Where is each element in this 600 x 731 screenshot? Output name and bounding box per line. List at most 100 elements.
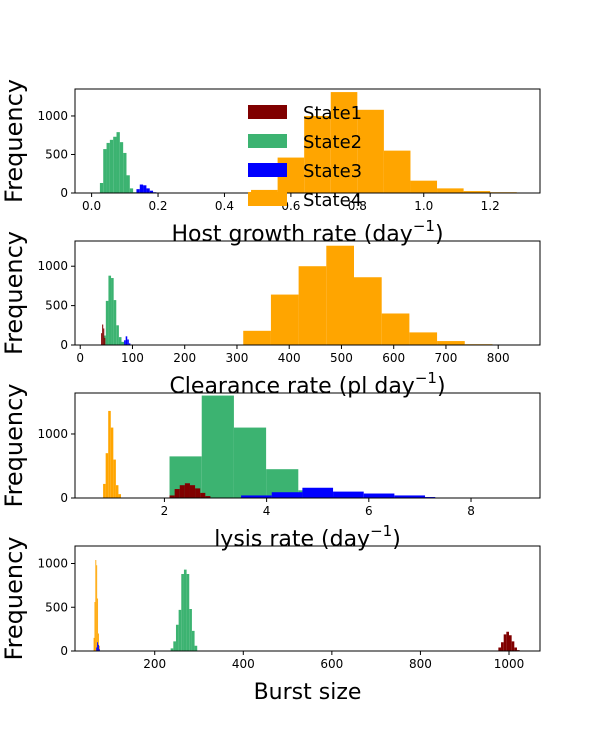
x-tick-label: 4 [263, 504, 271, 518]
bar-state2-4 [178, 609, 182, 651]
x-tick-label: 600 [320, 657, 343, 671]
bar-state4-3 [108, 410, 111, 498]
x-axis-label: Clearance rate (pl day−1) [169, 369, 445, 399]
histogram-panel-4: 200 400 600 800 1000 0 500 1000 Frequency Burst s… [0, 537, 541, 705]
axes-frame [74, 88, 541, 194]
y-tick-label: 0 [60, 186, 68, 200]
y-tick-label: 500 [45, 147, 68, 161]
bar-state3-5 [149, 190, 154, 193]
bar-state2-4 [109, 139, 114, 193]
y-axis-label: Frequency [0, 79, 28, 203]
y-tick-label: 0 [60, 491, 68, 505]
bar-state1-4 [104, 337, 106, 345]
bar-state3-2 [97, 642, 99, 651]
bar-state4-7 [98, 645, 100, 651]
x-tick-label: 0.2 [148, 199, 167, 213]
legend-swatch-state1 [248, 105, 287, 119]
bar-state2-5 [113, 136, 117, 193]
bar-state2-1 [170, 648, 174, 651]
x-tick-label: 8 [467, 504, 475, 518]
y-axis-label: Frequency [0, 537, 28, 661]
bar-state2-3 [106, 142, 110, 193]
bar-state4-8 [437, 341, 465, 345]
bar-state1-8 [205, 496, 211, 498]
legend-swatch-state3 [248, 163, 287, 177]
y-tick-label: 1000 [37, 557, 68, 571]
x-tick-label: 2 [161, 504, 169, 518]
bar-state1-4 [184, 483, 190, 498]
y-tick-label: 0 [60, 644, 68, 658]
bar-state4-4 [96, 565, 98, 651]
bar-state4-6 [115, 485, 119, 498]
bar-state1-1 [498, 647, 502, 651]
bar-state3-3 [127, 339, 129, 345]
bar-state3-1 [136, 189, 140, 193]
x-axis-label: Host growth rate (day−1) [171, 217, 443, 247]
bar-state3-3 [143, 185, 147, 193]
bar-state4-2 [94, 602, 96, 651]
histogram-panel-2: 0 100 200 300 400 500 600 700 800 0 500 1000 Frequen… [0, 231, 541, 399]
bar-state2-3 [233, 427, 267, 498]
bar-state4-6 [383, 150, 411, 193]
bar-state2-2 [103, 149, 107, 193]
bar-state3-3 [98, 644, 99, 651]
y-axis-label: Frequency [0, 384, 28, 508]
bar-state1-3 [179, 485, 185, 498]
x-tick-label: 0.8 [348, 199, 367, 213]
x-tick-label: 800 [487, 351, 510, 365]
legend-label-state3: State3 [303, 161, 362, 182]
legend-label-state4: State4 [303, 190, 362, 211]
bar-state1-3 [503, 634, 507, 651]
bar-state2-2 [105, 300, 109, 345]
bar-state1-1 [101, 333, 103, 345]
bar-state4-4 [330, 92, 358, 193]
x-axis-label: lysis rate (day−1) [214, 522, 401, 552]
bars [93, 560, 520, 651]
bar-state2-3 [108, 275, 112, 345]
bars [99, 92, 517, 193]
bar-state2-6 [116, 325, 119, 345]
bar-state3-4 [128, 343, 131, 345]
bar-state3-2 [125, 336, 128, 345]
axes-frame [74, 240, 541, 346]
x-tick-label: 0 [76, 351, 84, 365]
bar-state2-8 [121, 341, 125, 345]
bar-state4-6 [381, 313, 410, 345]
x-tick-label: 400 [232, 657, 255, 671]
bar-state4-9 [463, 191, 491, 193]
bars [103, 395, 436, 498]
y-tick-label: 1000 [37, 427, 68, 441]
bar-state4-5 [113, 459, 116, 498]
bar-state1-2 [102, 324, 104, 345]
legend-label-state2: State2 [303, 132, 362, 153]
y-tick-label: 500 [45, 600, 68, 614]
bar-state3-4 [98, 649, 100, 651]
bar-state4-4 [326, 245, 354, 345]
legend-swatch-state4 [248, 192, 287, 206]
bar-state2-10 [129, 188, 134, 193]
x-tick-label: 600 [382, 351, 405, 365]
bar-state4-3 [304, 115, 331, 193]
x-tick-label: 500 [330, 351, 353, 365]
x-tick-label: 100 [121, 351, 144, 365]
bar-state4-4 [110, 427, 114, 498]
bar-state1-7 [200, 492, 206, 498]
x-tick-label: 300 [226, 351, 249, 365]
bar-state4-3 [298, 266, 327, 345]
bar-state4-6 [98, 633, 99, 651]
bar-state3-1 [124, 340, 126, 345]
x-tick-label: 400 [278, 351, 301, 365]
bar-state2-9 [126, 175, 130, 193]
y-tick-label: 1000 [37, 259, 68, 273]
x-tick-label: 1000 [494, 657, 525, 671]
bar-state2-4 [111, 278, 114, 345]
y-tick-label: 500 [45, 299, 68, 313]
bar-state3-2 [271, 492, 303, 498]
bar-state3-6 [394, 495, 426, 498]
bar-state3-1 [241, 495, 272, 498]
x-axis-label: Burst size [254, 680, 362, 705]
bar-state2-7 [119, 142, 124, 193]
bar-state2-8 [189, 609, 192, 651]
bar-state2-8 [123, 152, 127, 193]
bar-state1-6 [195, 488, 201, 498]
